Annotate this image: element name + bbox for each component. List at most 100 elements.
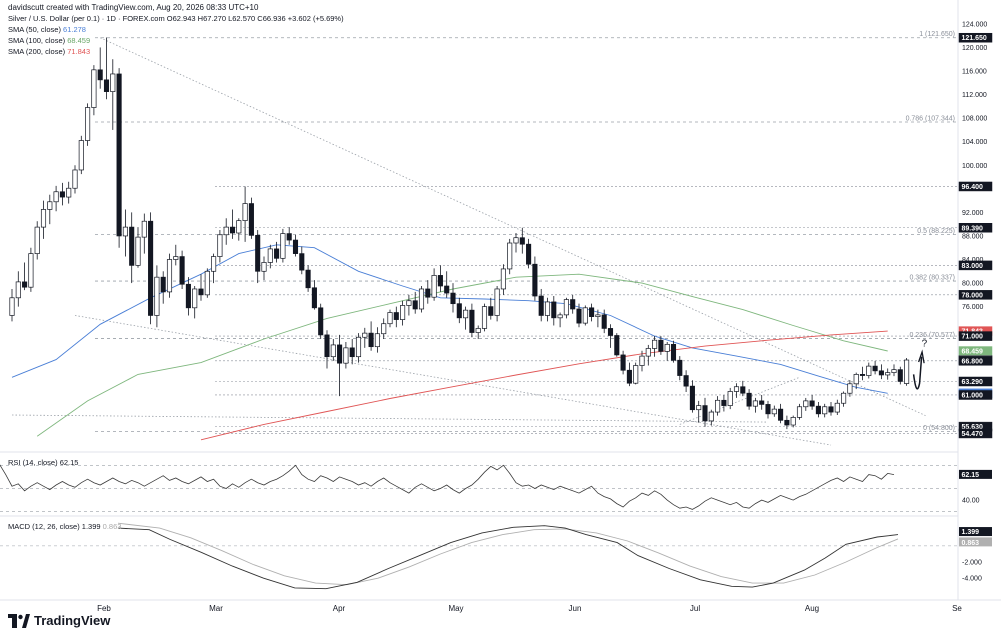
macd-legend[interactable]: MACD (12, 26, close) 1.399 0.863 [8, 522, 121, 531]
candle-down [815, 405, 821, 415]
price-label-text: 78.000 [962, 292, 984, 299]
candle-down [299, 253, 305, 271]
candle-up [595, 314, 601, 317]
candle-down [746, 392, 752, 407]
candle-down [160, 276, 166, 293]
fib-label: 0.786 (107.344) [906, 116, 955, 123]
price-label-text: 61.000 [962, 392, 984, 399]
candle-down [469, 309, 475, 333]
candle-down [828, 406, 834, 413]
time-axis[interactable]: Feb Mar Apr May Jun Jul Aug Se [97, 604, 962, 613]
candle-up [374, 333, 380, 348]
candle-up [727, 391, 733, 406]
candle-up [431, 275, 437, 298]
price-label-text: 71.000 [962, 334, 984, 341]
candle-up [267, 248, 273, 263]
candle-up [582, 307, 588, 324]
sma-line-200 [200, 330, 888, 441]
candle-up [639, 355, 645, 366]
sma-line-50 [11, 244, 888, 394]
candle-up [752, 400, 758, 407]
candle-down [324, 334, 330, 358]
tradingview-logo-text: TradingView [34, 613, 111, 628]
candle-up [122, 226, 128, 237]
macd-signal-text: 0.863 [962, 540, 980, 547]
candle-up [141, 220, 147, 238]
candle-up [803, 400, 809, 408]
candle-up [192, 288, 198, 309]
candle-down [311, 287, 317, 309]
candle-up [500, 268, 506, 290]
candle-down [589, 307, 595, 317]
candle-up [645, 348, 651, 357]
macd-tick-label: -4.000 [962, 576, 982, 583]
price-tick-label: 104.000 [962, 139, 987, 146]
candle-up [822, 406, 828, 415]
ohlc-values: O62.943 H67.270 L62.570 C66.936 +3.602 (… [166, 14, 344, 23]
candle-up [387, 312, 393, 325]
chart-caption: davidscutt created with TradingView.com,… [8, 3, 259, 12]
price-label-tag [958, 356, 993, 366]
candle-up [475, 328, 481, 333]
macd-signal-tag [959, 537, 992, 547]
candle-up [236, 220, 242, 234]
rsi-label: RSI (14, close) [8, 458, 58, 467]
candle-up [362, 332, 368, 338]
candle-up [633, 365, 639, 384]
annotation-arrowhead [917, 349, 925, 364]
rsi-legend[interactable]: RSI (14, close) 62.15 [8, 458, 78, 467]
candle-down [349, 347, 355, 358]
macd-value-tag [959, 527, 992, 537]
rsi-tick-label: 40.00 [962, 498, 980, 505]
candle-up [544, 301, 551, 316]
price-axis[interactable]: 124.000 121.650 120.000 116.000 112.000 108.0… [958, 21, 993, 583]
candle-down [897, 369, 903, 382]
time-tick-label: Aug [805, 604, 819, 613]
price-tick-label: 76.000 [962, 304, 984, 311]
candle-up [418, 288, 425, 310]
candle-up [110, 73, 116, 92]
candle-down [526, 243, 532, 265]
candle-down [179, 256, 185, 285]
rsi-line [0, 464, 895, 510]
sma200-legend[interactable]: SMA (200, close) 71.843 [8, 47, 90, 56]
price-tick-label: 88.000 [962, 233, 984, 240]
candle-down [538, 295, 544, 316]
annotation-question-mark: ? [922, 339, 928, 350]
price-tick-label: 92.000 [962, 210, 984, 217]
tradingview-logo[interactable]: TradingView [8, 613, 110, 628]
candle-down [519, 237, 525, 245]
candle-down [255, 235, 261, 272]
candle-down [689, 385, 695, 411]
sma50-legend[interactable]: SMA (50, close) 61.278 [8, 25, 86, 34]
annotations: ? [912, 339, 928, 390]
candle-down [198, 288, 204, 296]
candle-down [444, 285, 450, 294]
candle-up [790, 417, 796, 426]
candle-down [576, 308, 582, 324]
rsi-pane [0, 464, 958, 512]
fib-label: 0 (54.800) [923, 425, 955, 432]
candle-up [834, 402, 840, 413]
candle-up [166, 259, 173, 293]
candle-down [570, 299, 576, 310]
candle-up [715, 399, 721, 413]
candle-up [78, 140, 84, 171]
candle-down [488, 306, 494, 316]
symbol-name[interactable]: Silver / U.S. Dollar (per 0.1) · 1D · FO… [8, 14, 165, 23]
candle-up [891, 369, 897, 373]
fib-label: 1 (121.650) [919, 31, 955, 38]
candle-down [878, 370, 884, 376]
candle-up [904, 359, 910, 384]
candle-down [305, 269, 311, 289]
candle-up [885, 372, 891, 376]
sma100-legend[interactable]: SMA (100, close) 68.459 [8, 36, 90, 45]
candle-up [72, 169, 78, 189]
price-label-tag [958, 390, 993, 400]
candle-down [626, 369, 632, 384]
candle-down [721, 399, 727, 406]
candle-up [40, 209, 47, 228]
candle-down [425, 288, 431, 298]
candle-down [532, 263, 538, 297]
